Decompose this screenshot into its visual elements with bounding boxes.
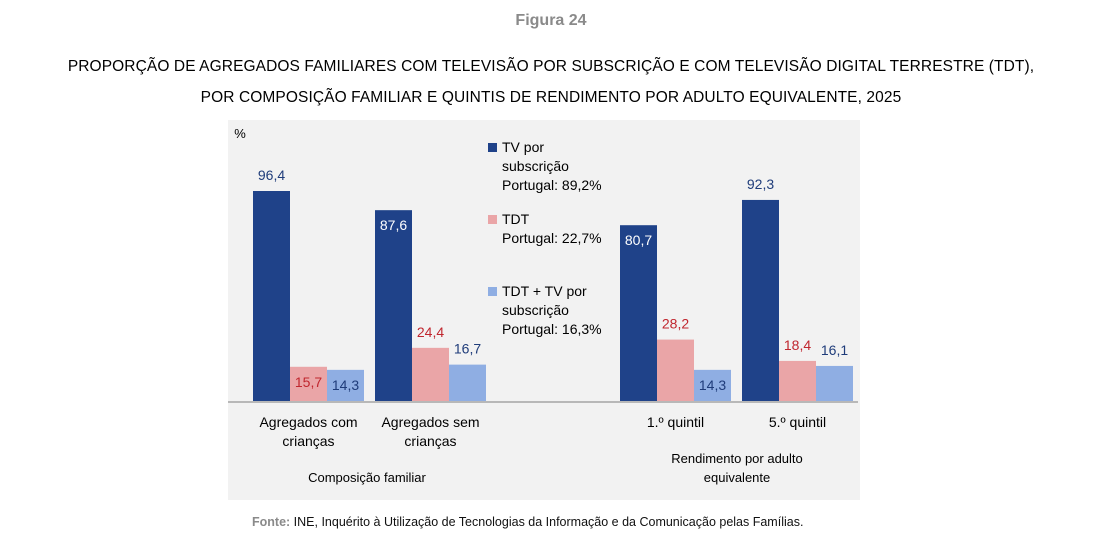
figure-label: Figura 24 [515,12,587,29]
legend-label-1-line-1: TV por [502,139,544,155]
legend-label-3-line-3: Portugal: 16,3% [502,321,602,337]
group-label-2-line-2: equivalente [704,470,771,485]
data-label-1-2: 87,6 [380,217,407,233]
chart-title-line-2: POR COMPOSIÇÃO FAMILIAR E QUINTIS DE REN… [200,89,902,106]
data-label-2-1: 15,7 [295,374,322,390]
bar-1-4 [742,199,779,401]
category-label-3-line-1: 1.º quintil [647,414,704,430]
bar-1-2 [375,210,412,401]
source-note: Fonte: INE, Inquérito à Utilização de Te… [252,515,803,529]
bar-2-2 [412,347,449,401]
data-label-1-3: 80,7 [625,232,652,248]
data-label-2-4: 18,4 [784,337,811,353]
source-text: INE, Inquérito à Utilização de Tecnologi… [290,515,804,529]
source-label: Fonte: [252,515,291,529]
category-label-2-line-2: crianças [404,433,456,449]
category-label-4-line-1: 5.º quintil [769,414,826,430]
chart-title-line-1: PROPORÇÃO DE AGREGADOS FAMILIARES COM TE… [67,58,1035,75]
category-label-2-line-1: Agregados sem [381,414,479,430]
data-label-1-4: 92,3 [747,176,774,192]
data-label-3-4: 16,1 [821,342,848,358]
bar-3-2 [449,364,486,401]
category-label-1-line-2: crianças [282,433,334,449]
legend-label-2-line-1: TDT [502,211,530,227]
data-label-2-2: 24,4 [417,324,444,340]
bar-3-3 [694,369,731,401]
legend-swatch-3 [488,287,497,296]
bar-3-4 [816,365,853,401]
category-label-1-line-1: Agregados com [259,414,357,430]
data-label-3-2: 16,7 [454,341,481,357]
bar-2-1 [290,366,327,401]
bar-2-3 [657,339,694,401]
legend-label-3-line-2: subscrição [502,302,569,318]
legend-label-2-line-2: Portugal: 22,7% [502,230,602,246]
legend-label-1-line-2: subscrição [502,158,569,174]
legend-swatch-2 [488,215,497,224]
bar-2-4 [779,360,816,401]
legend-label-3-line-1: TDT + TV por [502,283,587,299]
bar-1-3 [620,225,657,401]
data-label-3-1: 14,3 [332,377,359,393]
legend-swatch-1 [488,143,497,152]
data-label-2-3: 28,2 [662,316,689,332]
data-label-1-1: 96,4 [258,167,285,183]
y-axis-unit-label: % [234,126,246,141]
data-label-3-3: 14,3 [699,377,726,393]
group-label-1-line-1: Composição familiar [308,470,426,485]
group-label-2-line-1: Rendimento por adulto [671,451,803,466]
legend-label-1-line-3: Portugal: 89,2% [502,177,602,193]
bar-3-1 [327,369,364,401]
bar-1-1 [253,191,290,401]
